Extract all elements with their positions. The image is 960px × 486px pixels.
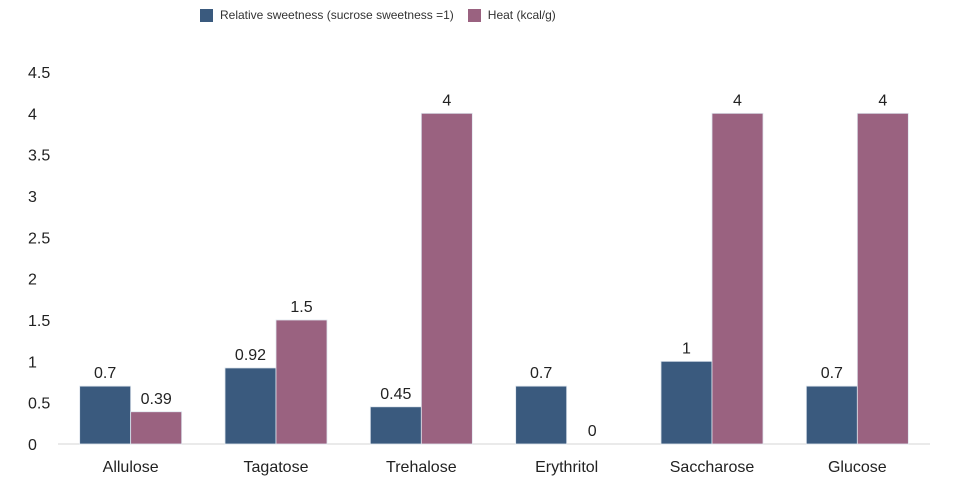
- data-label-heat: 0.39: [141, 391, 172, 408]
- x-category-label: Erythritol: [535, 459, 598, 476]
- data-label-heat: 4: [878, 92, 887, 109]
- data-label-sweetness: 1: [682, 340, 691, 357]
- x-category-label: Trehalose: [386, 459, 457, 476]
- legend-item-sweetness: Relative sweetness (sucrose sweetness =1…: [200, 8, 454, 22]
- legend-label-sweetness: Relative sweetness (sucrose sweetness =1…: [220, 8, 454, 22]
- bar-sweetness: [660, 360, 713, 445]
- y-tick-label: 1.5: [28, 313, 50, 330]
- y-tick-label: 0.5: [28, 396, 50, 413]
- x-category-label: Allulose: [103, 459, 159, 476]
- legend-swatch-sweetness: [200, 8, 213, 22]
- data-label-sweetness: 0.7: [530, 365, 552, 382]
- legend-swatch-heat: [467, 8, 481, 22]
- y-tick-label: 2.5: [28, 230, 50, 247]
- data-label-heat: 1.5: [290, 299, 312, 316]
- bar-heat: [856, 112, 909, 445]
- legend-item-heat: Heat (kcal/g): [467, 8, 556, 22]
- x-category-label: Saccharose: [670, 459, 755, 476]
- bar-sweetness: [79, 385, 132, 445]
- data-label-heat: 0: [588, 423, 597, 440]
- y-tick-label: 2: [28, 272, 37, 289]
- data-label-heat: 4: [733, 92, 742, 109]
- bar-heat: [275, 319, 328, 445]
- data-label-sweetness: 0.7: [94, 365, 116, 382]
- bar-sweetness: [369, 406, 422, 445]
- chart-legend: Relative sweetness (sucrose sweetness =1…: [200, 6, 570, 24]
- legend-label-heat: Heat (kcal/g): [487, 8, 556, 22]
- bar-heat: [711, 112, 764, 445]
- y-tick-label: 3: [28, 189, 37, 206]
- bar-sweetness: [515, 385, 568, 445]
- bar-sweetness: [805, 385, 858, 445]
- x-category-label: Tagatose: [244, 459, 309, 476]
- data-label-sweetness: 0.45: [380, 386, 411, 403]
- bar-sweetness: [224, 367, 277, 445]
- y-tick-label: 1: [28, 354, 37, 371]
- y-tick-label: 4: [28, 106, 37, 123]
- y-tick-label: 4.5: [28, 65, 50, 82]
- y-tick-label: 3.5: [28, 148, 50, 165]
- x-category-label: Glucose: [828, 459, 887, 476]
- y-tick-label: 0: [28, 437, 37, 454]
- data-label-sweetness: 0.7: [821, 365, 843, 382]
- bar-heat: [130, 411, 183, 445]
- data-label-sweetness: 0.92: [235, 347, 266, 364]
- data-label-heat: 4: [442, 92, 451, 109]
- bar-heat: [420, 112, 473, 445]
